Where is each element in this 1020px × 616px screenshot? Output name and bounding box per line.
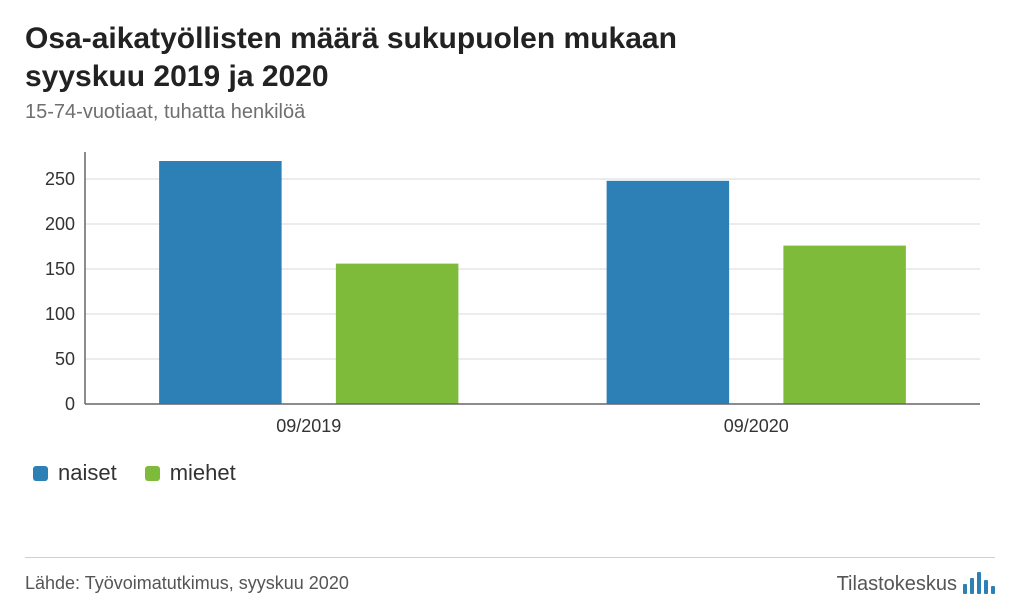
brand-logo: Tilastokeskus: [837, 572, 995, 594]
legend-label: miehet: [170, 460, 236, 486]
y-tick-label: 200: [45, 214, 75, 234]
x-tick-label: 09/2020: [724, 416, 789, 436]
brand-text: Tilastokeskus: [837, 574, 957, 594]
brand-bars-icon: [963, 572, 995, 594]
bar: [336, 264, 459, 404]
bar: [607, 181, 730, 404]
legend-item: naiset: [33, 460, 117, 486]
y-tick-label: 0: [65, 394, 75, 414]
y-tick-label: 50: [55, 349, 75, 369]
legend-item: miehet: [145, 460, 236, 486]
chart-container: Osa-aikatyöllisten määrä sukupuolen muka…: [0, 0, 1020, 616]
chart-title: Osa-aikatyöllisten määrä sukupuolen muka…: [25, 20, 785, 95]
source-text: Lähde: Työvoimatutkimus, syyskuu 2020: [25, 573, 349, 594]
x-tick-label: 09/2019: [276, 416, 341, 436]
bar-chart: 0 50 100 150 200 250 09/2019 09/2020: [25, 142, 990, 442]
legend-swatch: [33, 466, 48, 481]
bar: [783, 246, 906, 404]
legend: naiset miehet: [33, 460, 995, 487]
legend-label: naiset: [58, 460, 117, 486]
y-tick-label: 100: [45, 304, 75, 324]
chart-subtitle: 15-74-vuotiaat, tuhatta henkilöä: [25, 101, 995, 124]
legend-swatch: [145, 466, 160, 481]
bar: [159, 161, 282, 404]
y-tick-label: 250: [45, 169, 75, 189]
y-tick-label: 150: [45, 259, 75, 279]
footer: Lähde: Työvoimatutkimus, syyskuu 2020 Ti…: [25, 557, 995, 594]
